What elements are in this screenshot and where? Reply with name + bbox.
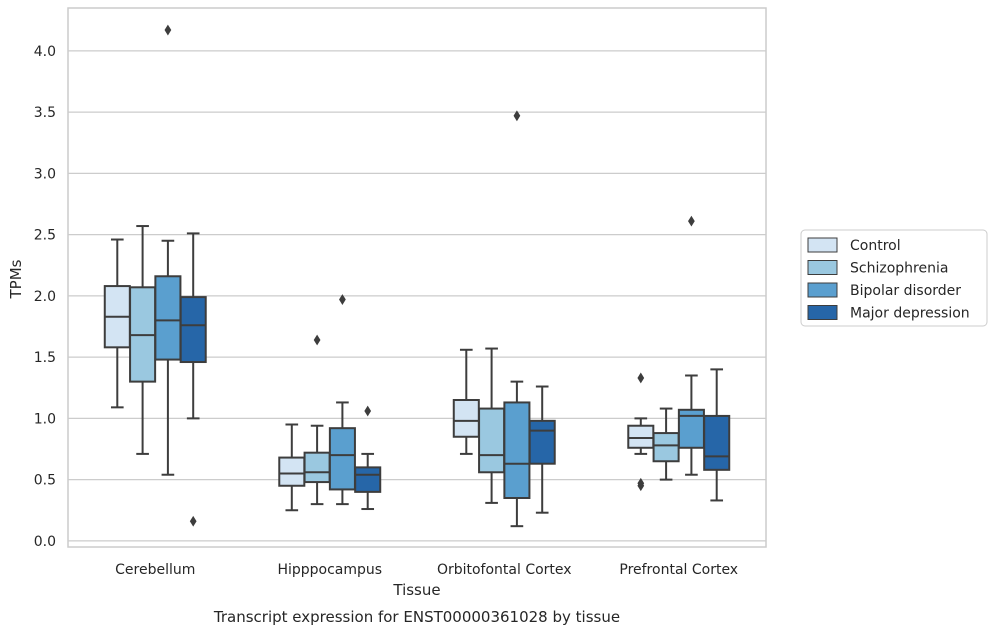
outlier-point — [313, 334, 321, 346]
legend-swatch — [807, 282, 838, 298]
box — [154, 275, 182, 361]
box-series-group — [103, 24, 731, 528]
y-tick-label: 0.0 — [34, 534, 56, 550]
box-group — [452, 348, 480, 455]
box — [503, 401, 531, 500]
box-group — [528, 385, 556, 514]
y-tick-label: 1.0 — [34, 411, 56, 427]
box — [478, 407, 506, 474]
box-group — [503, 110, 531, 528]
legend-label: Schizophrenia — [850, 261, 948, 277]
box — [452, 399, 480, 438]
legend-swatch — [807, 305, 838, 320]
legend-label: Bipolar disorder — [850, 283, 961, 299]
outlier-point — [637, 480, 645, 492]
outlier-point — [189, 515, 197, 527]
box-group — [703, 368, 731, 502]
box-group — [103, 238, 131, 409]
legend-swatch — [807, 260, 838, 275]
legend-label: Major depression — [850, 306, 970, 322]
y-axis-label: TPMs — [7, 259, 25, 299]
y-tick-label: 0.5 — [34, 473, 56, 489]
box-group — [478, 347, 506, 504]
box — [303, 451, 331, 484]
y-tick-label: 2.0 — [34, 289, 56, 305]
y-tick-label: 3.0 — [34, 166, 56, 182]
box — [278, 456, 306, 487]
x-axis-label: Tissue — [392, 581, 440, 599]
outlier-point — [164, 24, 172, 36]
y-tick-label: 4.0 — [34, 44, 56, 60]
y-tick-label: 3.5 — [34, 105, 56, 121]
box — [528, 419, 556, 465]
outlier-point — [339, 294, 346, 305]
box — [652, 432, 680, 463]
box-group — [129, 225, 157, 455]
x-tick-label: Cerebellum — [115, 562, 195, 578]
box-group — [179, 232, 207, 527]
box — [179, 296, 207, 364]
box — [627, 424, 655, 449]
y-tick-labels: 0.0 0.5 1.0 1.5 2.0 2.5 3.0 3.5 4.0 — [34, 44, 56, 550]
legend-frame — [800, 229, 988, 327]
x-tick-label: Orbitofontal Cortex — [437, 562, 572, 578]
y-tick-label: 2.5 — [34, 228, 56, 244]
chart-caption: Transcript expression for ENST0000036102… — [213, 608, 620, 626]
box — [703, 414, 731, 471]
box — [354, 466, 382, 493]
box-group — [328, 294, 356, 506]
legend: Control Schizophrenia Bipolar disorder Majo… — [800, 229, 988, 327]
outlier-point — [513, 110, 521, 122]
outlier-point — [688, 215, 695, 227]
box-group — [303, 334, 331, 506]
box — [328, 427, 356, 491]
y-tick-label: 1.5 — [34, 350, 56, 366]
x-tick-labels: Cerebellum Hipppocampus Orbitofontal Corte… — [115, 562, 738, 578]
box-group — [627, 372, 655, 492]
outlier-point — [364, 405, 372, 417]
x-tick-label: Prefrontal Cortex — [619, 562, 738, 578]
legend-swatch — [807, 237, 838, 253]
plot-background — [68, 8, 766, 547]
legend-label: Control — [850, 238, 901, 254]
x-tick-label: Hipppocampus — [277, 562, 382, 578]
outlier-point — [637, 372, 645, 384]
plot-frame — [67, 7, 767, 548]
box-group — [354, 405, 382, 511]
box-group — [677, 215, 705, 476]
